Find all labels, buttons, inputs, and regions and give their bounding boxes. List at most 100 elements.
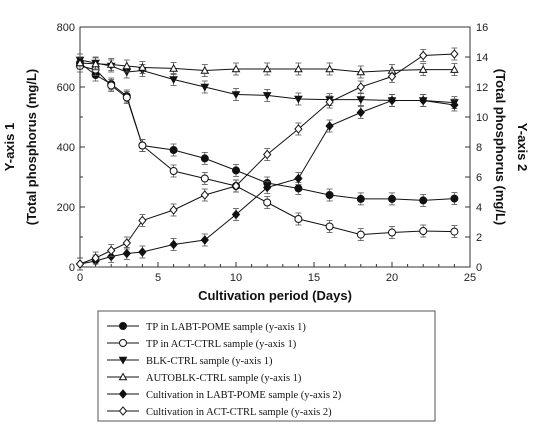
data-point	[232, 166, 240, 175]
data-point	[388, 228, 396, 237]
data-point	[263, 149, 272, 160]
y1-tick-label: 200	[57, 202, 75, 214]
data-point	[169, 146, 178, 154]
data-point	[450, 65, 459, 73]
data-point	[200, 83, 210, 92]
data-point	[200, 235, 209, 245]
y2-tick-label: 0	[476, 262, 482, 274]
data-point	[200, 174, 209, 183]
data-point	[450, 227, 459, 236]
y2-tick-label: 4	[476, 202, 482, 214]
x-tick-label: 25	[464, 272, 476, 284]
y2-tick-label: 16	[476, 22, 488, 34]
data-point	[107, 245, 116, 256]
legend-item: Cultivation in LABT-POME sample (y-axis …	[107, 389, 342, 401]
legend-item: TP in LABT-POME sample (y-axis 1)	[107, 322, 306, 333]
series-6	[75, 47, 459, 271]
legend-swatch-marker	[118, 406, 128, 416]
data-point	[262, 92, 272, 100]
data-point	[169, 239, 178, 250]
data-point	[122, 248, 131, 259]
data-point	[419, 95, 428, 106]
data-point	[122, 61, 132, 70]
y2-tick-label: 2	[476, 232, 482, 244]
y2-tick-label: 8	[476, 142, 482, 154]
data-point	[231, 91, 241, 100]
data-point	[169, 63, 178, 72]
x-tick-label: 20	[386, 272, 398, 284]
data-point	[75, 259, 85, 269]
data-point	[138, 141, 147, 150]
y2-tick-label: 14	[476, 52, 488, 64]
data-point	[356, 96, 366, 105]
data-point	[294, 95, 303, 104]
data-point	[419, 196, 428, 205]
x-tick-label: 15	[308, 272, 320, 284]
series-5	[75, 94, 459, 271]
data-point	[356, 82, 365, 92]
y1-axis-title-line1: Y-axis 1	[2, 123, 17, 171]
data-point	[418, 65, 428, 73]
data-point	[91, 59, 100, 68]
legend-label: Cultivation in ACT-CTRL sample (y-axis 2…	[146, 407, 332, 418]
legend-item: Cultivation in ACT-CTRL sample (y-axis 2…	[107, 406, 332, 418]
y1-axis-title-line2: (Total phosphorus (mg/L)	[24, 69, 39, 225]
data-point	[200, 65, 210, 74]
y2-tick-label: 10	[476, 112, 488, 124]
legend-swatch-marker	[119, 322, 127, 330]
data-point	[91, 253, 100, 263]
data-point	[138, 215, 147, 226]
data-point	[200, 190, 209, 200]
data-point	[294, 173, 303, 184]
y1-axis-title: Y-axis 1 (Total phosphorus (mg/L)	[2, 69, 39, 225]
x-tick-label: 0	[77, 272, 83, 284]
data-point	[325, 121, 334, 131]
data-point	[325, 222, 334, 231]
data-point	[387, 71, 397, 82]
legend-swatch-marker	[119, 339, 127, 347]
data-point	[450, 100, 459, 110]
data-point	[356, 107, 365, 118]
data-point	[450, 194, 459, 203]
legend-box	[97, 310, 436, 422]
data-point	[138, 62, 147, 71]
data-point	[122, 238, 131, 248]
y1-tick-label: 0	[69, 262, 75, 274]
series-layer	[75, 47, 459, 271]
y1-tick-label: 400	[57, 142, 75, 154]
data-point	[262, 64, 272, 73]
y1-tick-label: 600	[57, 82, 75, 94]
data-point	[294, 64, 303, 73]
legend-swatch-marker	[118, 356, 128, 365]
data-point	[325, 64, 334, 73]
data-point	[356, 194, 365, 203]
legend-swatch-marker	[118, 389, 128, 399]
data-point	[231, 209, 241, 220]
legend-item: BLK-CTRL sample (y-axis 1)	[107, 356, 273, 367]
data-point	[294, 184, 303, 193]
data-point	[387, 95, 397, 106]
y2-axis-title: Y-axis 2 (Total phosphorus (mg/L)	[493, 69, 530, 225]
data-point	[169, 167, 178, 175]
data-point	[294, 124, 303, 134]
data-point	[231, 181, 241, 191]
data-point	[263, 182, 272, 193]
legend-label: TP in LABT-POME sample (y-axis 1)	[146, 322, 306, 333]
legend-label: BLK-CTRL sample (y-axis 1)	[146, 356, 273, 367]
x-tick-label: 10	[230, 272, 242, 284]
data-point	[294, 215, 303, 223]
data-point	[388, 194, 396, 203]
legend-label: Cultivation in LABT-POME sample (y-axis …	[146, 390, 342, 401]
data-point	[231, 64, 241, 73]
data-point	[325, 191, 334, 199]
series-4	[75, 56, 459, 79]
data-point	[450, 49, 459, 59]
data-point	[356, 230, 365, 239]
data-point	[356, 67, 366, 76]
y2-axis-title-line2: (Total phosphorus (mg/L)	[493, 69, 508, 225]
data-point	[169, 76, 178, 85]
y1-axis-ticks: 0 200 400 600 800	[57, 22, 85, 274]
data-point	[106, 59, 116, 68]
x-axis-ticks: 0 5 10 15 20 25	[77, 262, 476, 284]
